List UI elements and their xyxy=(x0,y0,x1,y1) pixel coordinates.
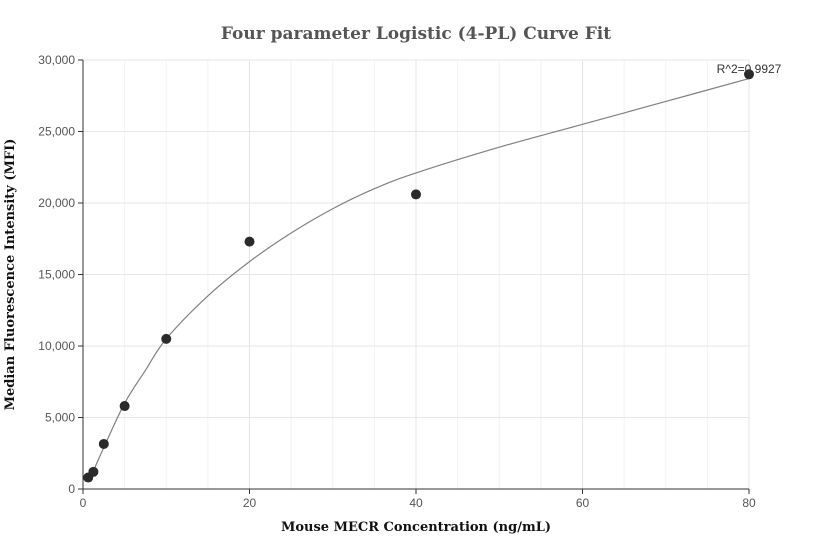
x-tick-label: 60 xyxy=(576,496,590,510)
axes xyxy=(78,59,750,494)
y-tick-label: 0 xyxy=(68,482,75,496)
y-tick-label: 20,000 xyxy=(38,196,75,210)
data-point xyxy=(411,189,421,200)
tick-labels: 0 20 40 60 80 0 5,000 10,000 15,000 20,000 25,000 3… xyxy=(38,53,756,510)
data-point xyxy=(244,236,255,247)
data-points xyxy=(83,69,754,483)
y-tick-label: 25,000 xyxy=(38,125,75,139)
x-tick-label: 40 xyxy=(409,496,423,510)
chart-title: Four parameter Logistic (4-PL) Curve Fit xyxy=(221,24,611,44)
y-axis-label: Median Fluorescence Intensity (MFI) xyxy=(3,139,18,411)
data-point xyxy=(161,333,172,344)
x-tick-label: 20 xyxy=(243,496,257,510)
data-point xyxy=(744,69,754,80)
grid xyxy=(83,59,750,489)
y-tick-label: 10,000 xyxy=(38,339,75,353)
x-tick-label: 80 xyxy=(742,496,756,510)
x-axis-label: Mouse MECR Concentration (ng/mL) xyxy=(281,520,551,535)
y-tick-label: 15,000 xyxy=(38,268,75,282)
data-point xyxy=(88,466,99,477)
x-tick-label: 0 xyxy=(80,496,87,510)
y-tick-label: 30,000 xyxy=(38,53,75,67)
fit-curve xyxy=(87,78,750,479)
data-point xyxy=(119,401,130,412)
y-tick-label: 5,000 xyxy=(45,411,75,425)
r-squared-annotation: R^2=0.9927 xyxy=(717,62,782,76)
data-point xyxy=(98,438,109,449)
